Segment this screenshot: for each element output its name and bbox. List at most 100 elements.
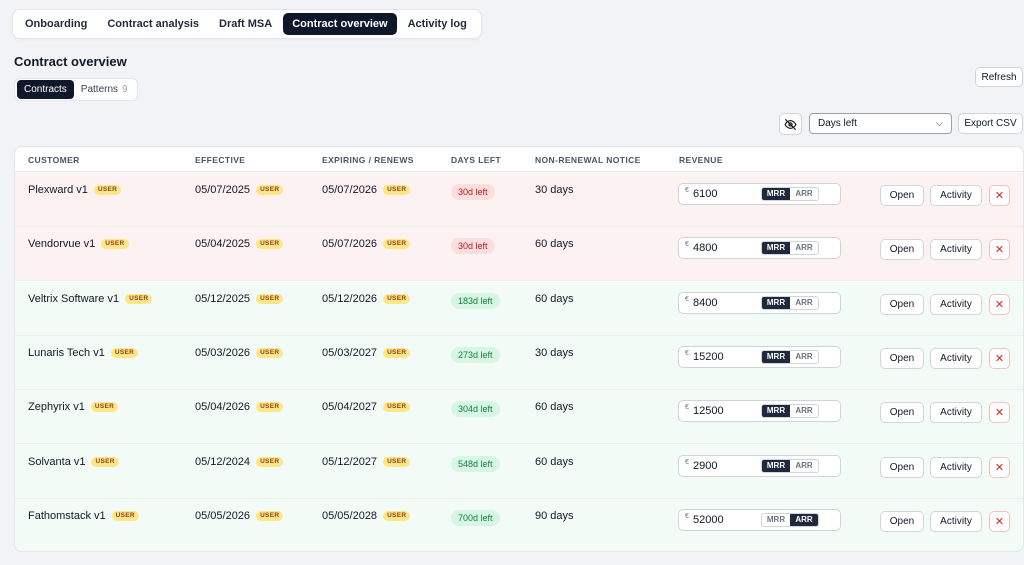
open-button[interactable]: Open	[880, 239, 924, 261]
delete-button[interactable]: ✕	[989, 456, 1010, 478]
delete-button[interactable]: ✕	[989, 510, 1010, 532]
effective-cell: 05/05/2026 USER	[195, 509, 284, 522]
mrr-option[interactable]: MRR	[762, 459, 790, 472]
activity-button[interactable]: Activity	[930, 293, 982, 315]
table-row: Plexward v1 USER 05/07/2025 USER 05/07/2026 U…	[15, 173, 1023, 227]
user-tag: USER	[256, 185, 284, 195]
effective-date: 05/04/2025	[195, 238, 251, 251]
activity-button[interactable]: Activity	[930, 402, 982, 424]
expiring-date: 05/04/2027	[322, 401, 378, 414]
patterns-toggle[interactable]: Patterns 9	[74, 80, 135, 99]
tab-activity-log[interactable]: Activity log	[407, 18, 467, 30]
revenue-mode-toggle: MRR ARR	[761, 404, 819, 419]
mrr-option[interactable]: MRR	[762, 296, 790, 309]
sort-select[interactable]: Days left ⌵	[809, 113, 952, 134]
revenue-input[interactable]: 12500	[693, 405, 724, 418]
customer-name: Solvanta v1	[28, 455, 86, 468]
activity-button[interactable]: Activity	[930, 456, 982, 478]
notice-cell: 30 days	[535, 346, 574, 359]
customer-cell: Solvanta v1 USER	[28, 456, 119, 468]
user-tag: USER	[256, 456, 284, 467]
revenue-field[interactable]: €15200 MRR ARR	[678, 345, 841, 368]
expiring-date: 05/03/2027	[322, 346, 378, 359]
tab-contract-analysis[interactable]: Contract analysis	[107, 18, 200, 30]
arr-option[interactable]: ARR	[795, 351, 813, 361]
currency-symbol: €	[685, 458, 689, 466]
revenue-field[interactable]: €4800 MRR ARR	[678, 237, 841, 260]
activity-button[interactable]: Activity	[930, 510, 982, 532]
currency-symbol: €	[685, 295, 689, 303]
arr-option[interactable]: ARR	[795, 189, 813, 198]
currency-symbol: €	[685, 404, 689, 412]
toggle-visibility-button[interactable]	[779, 113, 802, 135]
user-tag: USER	[383, 510, 411, 521]
effective-cell: 05/12/2025 USER	[195, 293, 284, 305]
arr-option[interactable]: ARR	[795, 297, 813, 307]
header-revenue: REVENUE	[679, 155, 723, 165]
open-button[interactable]: Open	[880, 347, 924, 369]
tab-contract-overview[interactable]: Contract overview	[283, 13, 397, 35]
table-row: Lunaris Tech v1 USER 05/03/2026 USER 05/03/2…	[15, 335, 1023, 390]
delete-button[interactable]: ✕	[989, 347, 1010, 369]
user-tag: USER	[110, 347, 139, 358]
user-tag: USER	[383, 402, 411, 413]
effective-cell: 05/12/2024 USER	[195, 456, 284, 468]
revenue-input[interactable]: 15200	[693, 350, 724, 363]
mrr-option[interactable]: MRR	[762, 405, 790, 418]
customer-name: Zephyrix v1	[28, 401, 85, 414]
user-tag: USER	[111, 510, 139, 521]
mrr-option[interactable]: MRR	[766, 514, 786, 524]
expiring-cell: 05/07/2026 USER	[322, 184, 411, 196]
arr-option[interactable]: ARR	[795, 406, 813, 416]
tab-onboarding[interactable]: Onboarding	[25, 18, 88, 30]
activity-button[interactable]: Activity	[930, 185, 982, 206]
arr-option[interactable]: ARR	[790, 513, 818, 526]
mrr-option[interactable]: MRR	[762, 242, 790, 255]
effective-date: 05/03/2026	[195, 346, 251, 359]
expiring-cell: 05/04/2027 USER	[322, 401, 411, 414]
refresh-button[interactable]: Refresh	[975, 67, 1023, 87]
page-title: Contract overview	[14, 54, 127, 69]
open-button[interactable]: Open	[880, 185, 924, 206]
revenue-input[interactable]: 8400	[693, 296, 718, 309]
open-button[interactable]: Open	[880, 293, 924, 315]
arr-option[interactable]: ARR	[795, 243, 813, 253]
delete-button[interactable]: ✕	[989, 185, 1010, 206]
effective-cell: 05/04/2026 USER	[195, 401, 284, 413]
arr-option[interactable]: ARR	[795, 460, 813, 470]
tab-draft-msa[interactable]: Draft MSA	[219, 18, 273, 30]
customer-cell: Fathomstack v1 USER	[28, 510, 139, 522]
customer-cell: Plexward v1 USER	[28, 184, 122, 196]
revenue-input[interactable]: 6100	[693, 188, 718, 200]
days-left-cell: 30d left	[451, 238, 495, 255]
user-tag: USER	[383, 185, 411, 195]
delete-button[interactable]: ✕	[989, 293, 1010, 315]
revenue-field[interactable]: €8400 MRR ARR	[678, 291, 841, 314]
activity-button[interactable]: Activity	[930, 239, 982, 261]
open-button[interactable]: Open	[880, 402, 924, 424]
revenue-input[interactable]: 52000	[693, 513, 724, 526]
delete-button[interactable]: ✕	[989, 239, 1010, 261]
days-left-cell: 30d left	[451, 184, 495, 200]
revenue-input[interactable]: 4800	[693, 242, 718, 255]
mrr-option[interactable]: MRR	[762, 350, 790, 363]
revenue-field[interactable]: €12500 MRR ARR	[678, 400, 841, 423]
revenue-input[interactable]: 2900	[693, 459, 718, 472]
contracts-toggle[interactable]: Contracts	[17, 80, 74, 99]
patterns-label: Patterns	[80, 84, 119, 95]
mrr-option[interactable]: MRR	[762, 188, 790, 200]
activity-button[interactable]: Activity	[930, 347, 982, 369]
top-tabs: Onboarding Contract analysis Draft MSA C…	[12, 9, 482, 39]
revenue-field[interactable]: €52000 MRR ARR	[678, 508, 841, 531]
user-tag: USER	[256, 402, 284, 413]
open-button[interactable]: Open	[880, 510, 924, 532]
effective-date: 05/05/2026	[195, 509, 251, 522]
user-tag: USER	[125, 293, 153, 304]
revenue-field[interactable]: €2900 MRR ARR	[678, 454, 841, 477]
revenue-field[interactable]: €6100 MRR ARR	[678, 183, 841, 205]
days-left-badge: 30d left	[451, 184, 495, 200]
expiring-cell: 05/03/2027 USER	[322, 346, 411, 359]
open-button[interactable]: Open	[880, 456, 924, 478]
delete-button[interactable]: ✕	[989, 402, 1010, 424]
export-csv-button[interactable]: Export CSV	[958, 113, 1023, 134]
